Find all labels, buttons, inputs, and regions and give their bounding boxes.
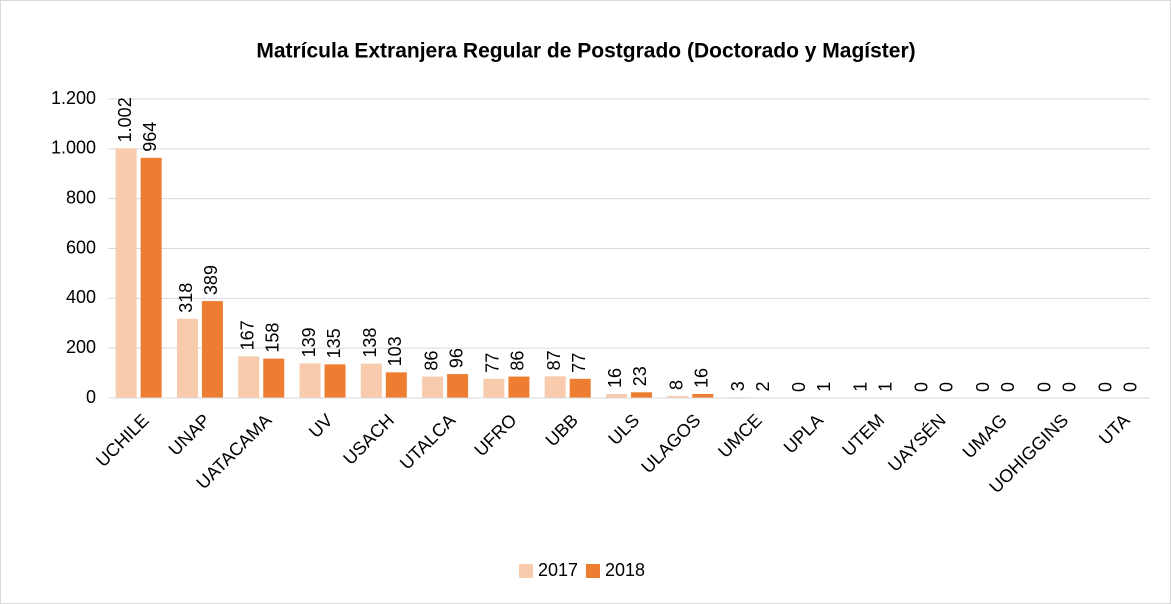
data-label: 86 xyxy=(421,351,441,371)
bar xyxy=(385,372,407,398)
data-label: 77 xyxy=(483,353,503,373)
y-tick-label: 1.000 xyxy=(51,138,96,158)
legend-swatch xyxy=(519,564,533,578)
data-label: 964 xyxy=(140,122,160,152)
data-label: 1 xyxy=(814,382,834,392)
bar xyxy=(263,358,285,398)
bar xyxy=(140,157,162,398)
bar xyxy=(631,392,652,398)
bar xyxy=(544,376,566,398)
legend-swatch xyxy=(586,564,600,578)
data-label: 87 xyxy=(544,350,564,370)
y-tick-label: 400 xyxy=(66,287,96,307)
data-label: 1.002 xyxy=(115,97,135,142)
data-label: 138 xyxy=(360,328,380,358)
chart-title: Matrícula Extranjera Regular de Postgrad… xyxy=(256,40,915,63)
data-label: 23 xyxy=(630,366,650,386)
bar xyxy=(692,394,714,398)
data-label: 0 xyxy=(1034,382,1054,392)
data-label: 1 xyxy=(850,382,870,392)
data-label: 77 xyxy=(569,353,589,373)
bar xyxy=(176,318,198,398)
data-label: 103 xyxy=(385,336,405,366)
bar xyxy=(238,356,260,398)
legend-label: 2017 xyxy=(538,560,578,580)
data-label: 0 xyxy=(1059,382,1079,392)
data-label: 167 xyxy=(237,320,257,350)
y-tick-label: 800 xyxy=(66,187,96,207)
y-tick-label: 200 xyxy=(66,337,96,357)
data-label: 96 xyxy=(446,348,466,368)
data-label: 0 xyxy=(1121,382,1141,392)
data-label: 16 xyxy=(605,368,625,388)
data-label: 135 xyxy=(324,328,344,358)
data-label: 2 xyxy=(753,381,773,391)
data-label: 0 xyxy=(998,382,1018,392)
bar xyxy=(447,374,469,398)
data-label: 139 xyxy=(299,327,319,357)
data-label: 0 xyxy=(937,382,957,392)
bar xyxy=(569,378,591,398)
bar xyxy=(483,378,505,398)
data-label: 16 xyxy=(692,368,712,388)
y-tick-label: 600 xyxy=(66,237,96,257)
bar xyxy=(422,376,444,398)
bar xyxy=(324,364,346,398)
legend-label: 2018 xyxy=(605,560,645,580)
data-label: 0 xyxy=(912,382,932,392)
data-label: 86 xyxy=(508,351,528,371)
bar xyxy=(299,363,321,398)
data-label: 318 xyxy=(176,283,196,313)
data-label: 0 xyxy=(973,382,993,392)
bar xyxy=(201,301,223,398)
data-label: 3 xyxy=(728,381,748,391)
y-tick-label: 0 xyxy=(86,387,96,407)
bar xyxy=(508,376,530,398)
data-label: 0 xyxy=(1096,382,1116,392)
bar xyxy=(667,396,689,398)
bar xyxy=(360,363,382,398)
data-label: 0 xyxy=(789,382,809,392)
bar xyxy=(115,148,137,398)
data-label: 389 xyxy=(201,265,221,295)
data-label: 158 xyxy=(262,323,282,353)
data-label: 8 xyxy=(667,380,687,390)
bar xyxy=(606,394,627,398)
y-tick-label: 1.200 xyxy=(51,88,96,108)
data-label: 1 xyxy=(875,382,895,392)
